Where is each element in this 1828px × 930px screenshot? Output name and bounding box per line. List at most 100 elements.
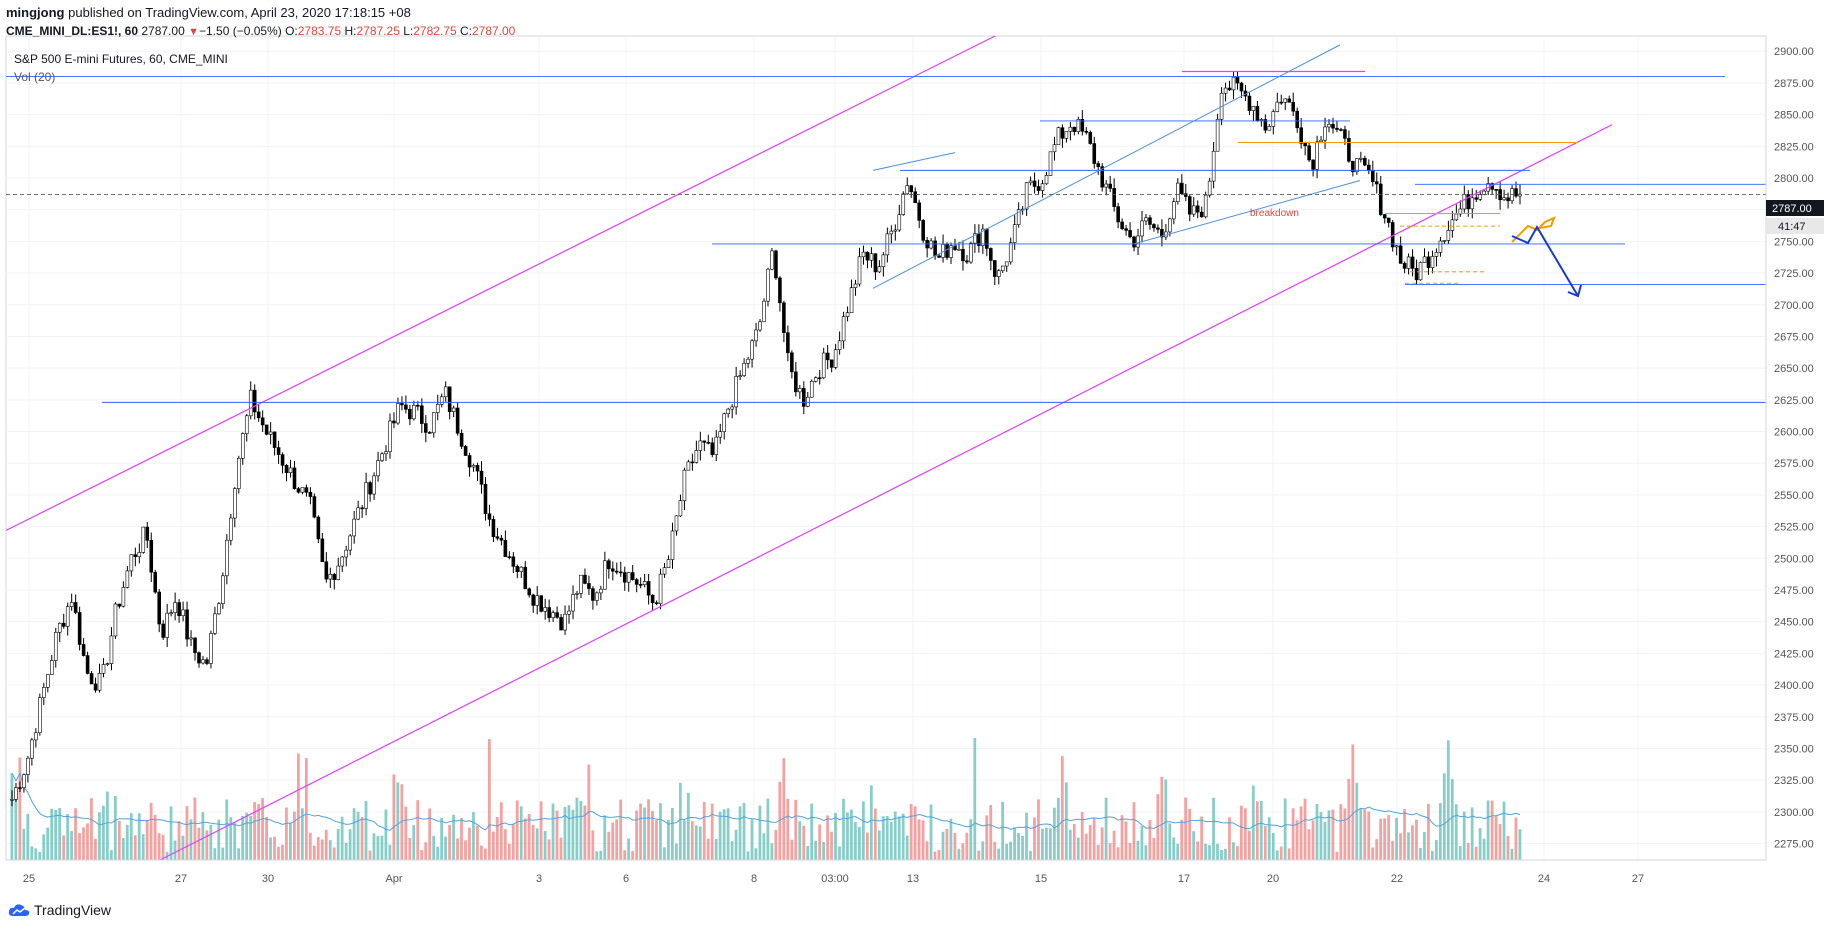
candle-body [961,248,965,262]
candle-body [77,612,82,645]
volume-bar [718,811,722,860]
o-label: O: [285,24,298,38]
time-axis[interactable]: 25 27 30 Apr 3 6 8 03:00 13 15 17 20 22 24 27 [6,859,1766,885]
volume-bar [1423,831,1426,860]
candle-body [356,507,360,520]
volume-bar [392,774,396,860]
volume-bar [678,782,682,860]
projection-arrow-head [1567,284,1582,298]
volume-bar [846,812,849,860]
candle-body [240,433,245,459]
volume-bar [1391,840,1394,860]
candle-body [909,185,914,193]
candle-body [205,659,209,664]
volume-bar [1144,845,1148,860]
volume-bar [1283,798,1287,860]
time-tick-label: 22 [1391,873,1403,885]
author-name[interactable]: mingjong [6,5,65,20]
volume-bar [1080,812,1084,860]
volume-bar [149,802,153,860]
candle-body [129,554,134,572]
volume-bar [567,805,571,860]
candle-body [1064,131,1069,139]
volume-bar [193,797,197,860]
volume-bar [460,817,463,860]
volume-bar [1220,850,1223,860]
volume-bar [806,845,810,860]
candle-body [264,424,269,435]
volume-bar [1021,835,1024,860]
candle-body [113,603,118,637]
candle-body [726,408,730,415]
volume-bar [364,800,368,860]
volume-bar [579,800,583,860]
candle-body [1275,101,1280,112]
volume-bar [623,850,627,860]
candle-body [1180,182,1184,194]
candle-body [1478,194,1483,200]
volume-bar [253,802,256,860]
volume-bar [1299,806,1303,860]
price-tick-label: 2525.00 [1774,522,1814,534]
volume-bar [842,798,845,860]
candle-body [1359,158,1363,160]
volume-bar [1518,829,1522,860]
volume-bar [877,830,881,860]
volume-bar [726,808,730,860]
candle-body [324,561,329,580]
volume-bar [1064,782,1068,860]
volume-bar [1200,816,1203,860]
volume-bar [424,842,428,860]
candle-body [1140,220,1144,237]
volume-bar [519,806,523,860]
volume-bar [746,851,750,860]
volume-bar [1359,808,1363,860]
volume-bar [1164,779,1168,860]
candle-body [758,321,762,331]
volume-bar [336,828,340,860]
volume-bar [985,815,989,860]
volume-bar [1176,843,1180,860]
candle-body [1514,188,1518,197]
volume-bar [360,816,364,860]
candle-body [618,571,623,574]
candle-body [85,655,90,674]
candle-body [177,602,181,616]
volume-bar [300,808,304,860]
candle-body [1231,76,1236,91]
volume-bar [1434,839,1438,860]
volume-bar [66,814,69,860]
price-axis[interactable]: 2275.00 2300.00 2325.00 2350.00 2375.00 2400.… [1765,36,1814,860]
volume-bar [74,808,77,860]
candle-body [416,404,420,407]
footer-brand[interactable]: TradingView [8,902,111,918]
volume-bar [917,819,921,860]
candle-body [1307,145,1311,161]
volume-bar [1251,785,1255,860]
candle-body [149,540,154,573]
candle-body [1374,181,1379,185]
candle-body [849,287,854,314]
volume-bar [499,802,503,860]
volume-bar [527,814,531,860]
volume-bar [790,839,794,860]
volume-bar [324,829,328,860]
candle-body [710,442,715,455]
candle-body [1446,230,1451,241]
down-triangle-icon: ▼ [188,26,199,38]
volume-bar [145,819,149,860]
volume-bar [487,738,491,860]
volume-bar [754,848,758,860]
volume-bar [1462,811,1466,860]
candle-body [973,233,977,244]
candle-body [774,250,778,279]
high-value: 2787.25 [356,24,400,38]
candle-body [420,405,424,424]
volume-bar [647,799,650,860]
candle-body [1000,265,1005,271]
volume-bar [1188,808,1192,860]
volume-bar [1208,845,1211,860]
volume-bar [1323,821,1327,860]
candle-body [340,556,345,567]
